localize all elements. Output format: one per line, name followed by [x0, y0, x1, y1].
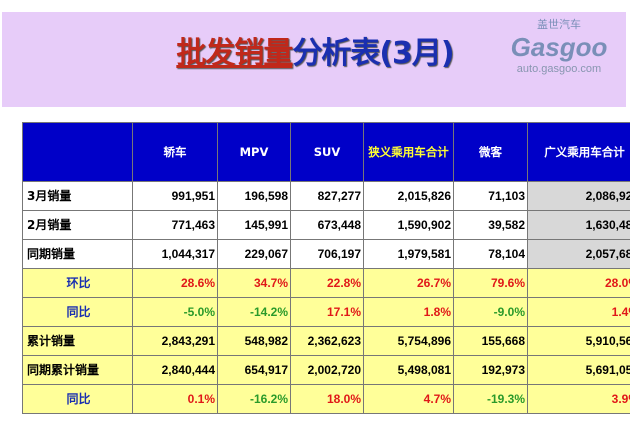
column-header: 微客	[453, 122, 528, 182]
table-row: 同期销量 1,044,317 229,067 706,197 1,979,581 78,1…	[22, 239, 630, 269]
row-label: 环比	[22, 268, 133, 298]
title-band	[2, 12, 626, 107]
table-cell: 706,197	[290, 239, 364, 269]
row-label: 同比	[22, 297, 133, 327]
column-header	[22, 122, 133, 182]
table-cell: 771,463	[132, 210, 218, 240]
table-cell: 39,582	[453, 210, 528, 240]
table-cell: 17.1%	[290, 297, 364, 327]
table-cell: 28.0%	[527, 268, 630, 298]
table-cell: 2,362,623	[290, 326, 364, 356]
table-cell: -5.0%	[132, 297, 218, 327]
table-cell: 2,002,720	[290, 355, 364, 385]
gasgoo-watermark: 盖世汽车 Gasgoo auto.gasgoo.com	[498, 18, 620, 76]
table-cell: 229,067	[217, 239, 291, 269]
row-label: 同比	[22, 384, 133, 414]
table-cell: 5,691,054	[527, 355, 630, 385]
table-row: 累计销量 2,843,291 548,982 2,362,623 5,754,896 15…	[22, 326, 630, 356]
table-cell: -14.2%	[217, 297, 291, 327]
column-header: 轿车	[132, 122, 218, 182]
table-cell: 2,015,826	[363, 181, 454, 211]
table-row: 同期累计销量 2,840,444 654,917 2,002,720 5,498,081…	[22, 355, 630, 385]
table-cell: -9.0%	[453, 297, 528, 327]
table-cell: 673,448	[290, 210, 364, 240]
table-cell: 26.7%	[363, 268, 454, 298]
row-label: 2月销量	[22, 210, 133, 240]
table-cell: 991,951	[132, 181, 218, 211]
table-cell: 192,973	[453, 355, 528, 385]
column-header: 广义乘用车合计	[527, 122, 630, 182]
row-label: 3月销量	[22, 181, 133, 211]
table-cell: 2,840,444	[132, 355, 218, 385]
title-rest: 分析表(3月)	[292, 36, 454, 71]
table-cell: 1,979,581	[363, 239, 454, 269]
table-row: 2月销量 771,463 145,991 673,448 1,590,902 39,582…	[22, 210, 630, 240]
column-header: 狭义乘用车合计	[363, 122, 454, 182]
row-label: 同期销量	[22, 239, 133, 269]
table-cell: 654,917	[217, 355, 291, 385]
table-cell: 71,103	[453, 181, 528, 211]
table-cell: 5,498,081	[363, 355, 454, 385]
table-cell: 0.1%	[132, 384, 218, 414]
page-title: 批发销量分析表(3月)	[0, 36, 630, 72]
table-cell: 2,057,685	[527, 239, 630, 269]
row-label: 同期累计销量	[22, 355, 133, 385]
watermark-cn: 盖世汽车	[537, 18, 581, 31]
table-cell: 2,086,929	[527, 181, 630, 211]
table-cell: 155,668	[453, 326, 528, 356]
table-cell: 1,044,317	[132, 239, 218, 269]
watermark-brand: Gasgoo	[510, 32, 608, 62]
header-row: 轿车 MPV SUV 狭义乘用车合计 微客 广义乘用车合计	[22, 122, 630, 182]
table-cell: -16.2%	[217, 384, 291, 414]
sales-table: 轿车 MPV SUV 狭义乘用车合计 微客 广义乘用车合计 3月销量 991,951 196,5…	[22, 122, 630, 414]
table-cell: 78,104	[453, 239, 528, 269]
title-highlight: 批发销量	[176, 36, 293, 71]
table-cell: 196,598	[217, 181, 291, 211]
table-cell: 5,754,896	[363, 326, 454, 356]
table-cell: 18.0%	[290, 384, 364, 414]
table-cell: 548,982	[217, 326, 291, 356]
column-header: SUV	[290, 122, 364, 182]
table-row: 同比-5.0%-14.2%17.1%1.8%-9.0%1.4%	[22, 297, 630, 327]
row-label: 累计销量	[22, 326, 133, 356]
table-cell: 827,277	[290, 181, 364, 211]
table-cell: 28.6%	[132, 268, 218, 298]
table-cell: 1.4%	[527, 297, 630, 327]
table-row: 同比0.1%-16.2%18.0%4.7%-19.3%3.9%	[22, 384, 630, 414]
table-cell: 22.8%	[290, 268, 364, 298]
table-row: 3月销量 991,951 196,598 827,277 2,015,826 71,103…	[22, 181, 630, 211]
watermark-url: auto.gasgoo.com	[516, 63, 602, 75]
table-cell: 79.6%	[453, 268, 528, 298]
table-cell: -19.3%	[453, 384, 528, 414]
table-cell: 1,630,484	[527, 210, 630, 240]
column-header: MPV	[217, 122, 291, 182]
table-cell: 145,991	[217, 210, 291, 240]
table-cell: 34.7%	[217, 268, 291, 298]
table-cell: 5,910,564	[527, 326, 630, 356]
table-cell: 1.8%	[363, 297, 454, 327]
table-cell: 3.9%	[527, 384, 630, 414]
table-cell: 4.7%	[363, 384, 454, 414]
table-cell: 2,843,291	[132, 326, 218, 356]
table-cell: 1,590,902	[363, 210, 454, 240]
